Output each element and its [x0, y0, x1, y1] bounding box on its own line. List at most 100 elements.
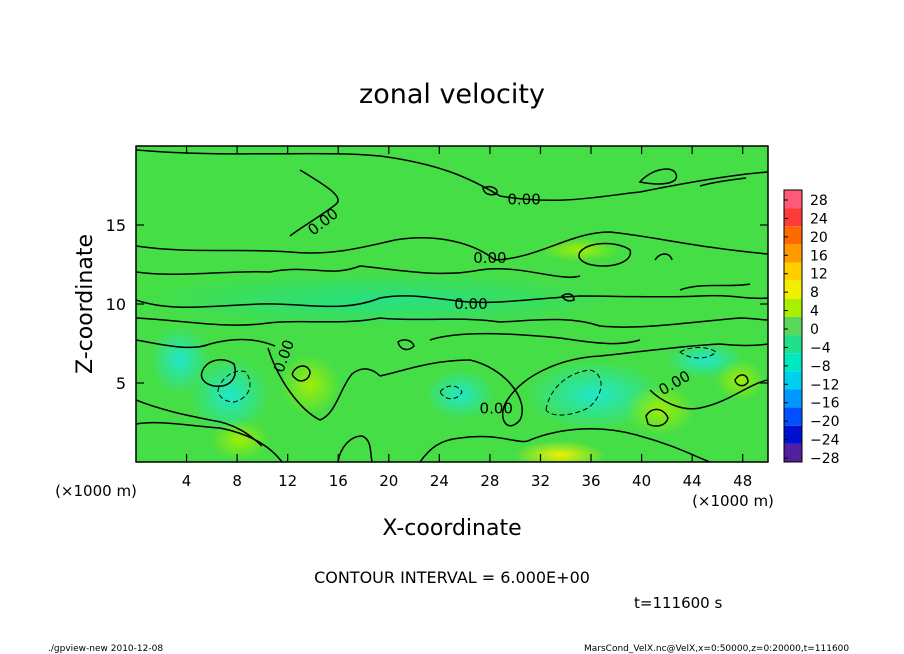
footer-left: ./gpview-new 2010-12-08: [48, 644, 163, 654]
field-shade: [515, 441, 605, 462]
y-tick-label: 5: [116, 374, 126, 393]
colorbar-swatch: [784, 208, 802, 227]
contour-line: [397, 339, 415, 351]
contour-lines: [136, 149, 768, 462]
contour-line: [429, 333, 641, 345]
colorbar-swatch: [784, 371, 802, 390]
field-shade: [715, 360, 765, 400]
contour-line: [578, 242, 631, 267]
contour-line: [291, 365, 311, 382]
colorbar-label: 24: [810, 211, 828, 227]
contour-line: [136, 294, 768, 308]
x-tick-label: 48: [733, 472, 752, 490]
colorbar-label: 12: [810, 267, 828, 283]
x-axis-title: X-coordinate: [382, 516, 521, 541]
colorbar-swatch: [784, 226, 802, 245]
contour-line: [482, 185, 498, 196]
colorbar-label: −4: [810, 340, 831, 356]
contour-line: [679, 283, 751, 291]
colorbar-label: −20: [810, 414, 840, 430]
time-caption: t=111600 s: [634, 594, 722, 612]
colorbar-label: 4: [810, 304, 819, 320]
colorbar: 28 24 20 16 12 8 4 0 −4 −8 −12 −16 −20 −24 −28: [783, 189, 840, 467]
colorbar-label: −16: [810, 396, 840, 412]
colorbar-swatch: [784, 262, 802, 281]
contour-line-negative: [545, 369, 602, 416]
colorbar-swatch: [784, 244, 802, 263]
contour-line: [136, 421, 283, 462]
velocity-field: [136, 146, 768, 462]
contour-line-negative: [679, 347, 717, 359]
colorbar-swatch: [784, 280, 802, 299]
y-axis: 5 10 15: [106, 216, 768, 393]
contour-value-label: 0.00: [473, 249, 506, 267]
colorbar-swatch: [784, 443, 802, 462]
chart-title: zonal velocity: [359, 79, 545, 110]
x-tick-label: 44: [683, 472, 702, 490]
field-shade: [190, 357, 270, 433]
contour-line: [136, 149, 768, 202]
negative-contours: [217, 347, 717, 416]
contour-line-negative: [217, 370, 251, 403]
contour-line: [734, 374, 749, 387]
contour-line: [337, 435, 373, 462]
footer-right: MarsCond_VelX.nc@VelX,x=0:50000,z=0:2000…: [584, 644, 849, 654]
x-tick-label: 4: [182, 472, 192, 490]
x-tick-label: 36: [581, 472, 600, 490]
x-tick-label: 12: [278, 472, 297, 490]
contour-interval-caption: CONTOUR INTERVAL = 6.000E+00: [314, 568, 590, 587]
x-axis-unit-right: (×1000 m): [692, 492, 774, 510]
contour-line: [200, 359, 236, 387]
contour-line: [136, 338, 276, 349]
contour-value-label: 0.00: [454, 295, 487, 313]
x-tick-label: 20: [379, 472, 398, 490]
x-tick-label: 40: [632, 472, 651, 490]
contour-line: [645, 408, 669, 427]
colorbar-label: 8: [810, 285, 819, 301]
colorbar-label: −12: [810, 377, 840, 393]
field-shade: [150, 325, 210, 395]
colorbar-swatch: [784, 389, 802, 408]
colorbar-label: −8: [810, 359, 831, 375]
colorbar-label: 20: [810, 230, 828, 246]
colorbar-swatch: [784, 425, 802, 444]
contour-line: [561, 293, 575, 302]
contour-line: [638, 168, 678, 185]
contour-line: [419, 428, 711, 462]
x-tick-label: 24: [430, 472, 449, 490]
x-tick-label: 8: [232, 472, 242, 490]
colorbar-swatch: [784, 316, 802, 336]
colorbar-swatch: [784, 298, 802, 317]
contour-line: [289, 169, 339, 237]
contour-line: [136, 317, 768, 328]
field-shade: [425, 370, 495, 420]
colorbar-swatch: [784, 407, 802, 426]
colorbar-label: −28: [810, 451, 840, 467]
colorbar-label: 28: [810, 193, 828, 209]
x-axis-unit-left: (×1000 m): [55, 482, 137, 500]
colorbar-swatch: [784, 335, 802, 354]
contour-line-negative: [439, 385, 463, 400]
colorbar-swatch: [784, 353, 802, 372]
contour-line: [136, 231, 768, 261]
contour-line: [649, 379, 768, 410]
contour-line: [379, 343, 768, 427]
colorbar-swatch: [784, 190, 802, 209]
contour-value-label: 0.00: [480, 399, 513, 417]
colorbar-label: −24: [810, 433, 840, 449]
y-tick-label: 15: [106, 216, 126, 235]
x-axis: 4 8 12 16 20 24 28 32 36 40 44 48: [182, 146, 752, 490]
colorbar-frame: [783, 189, 803, 463]
contour-line: [267, 347, 381, 421]
contour-line: [654, 253, 673, 261]
y-tick-label: 10: [106, 295, 126, 314]
contour-value-label: 0.00: [507, 191, 540, 209]
x-tick-label: 28: [480, 472, 499, 490]
contour-line: [136, 265, 581, 278]
colorbar-label: 16: [810, 248, 828, 264]
x-tick-label: 16: [329, 472, 348, 490]
colorbar-label: 0: [810, 322, 819, 338]
field-shade: [210, 420, 270, 460]
x-tick-label: 32: [531, 472, 550, 490]
